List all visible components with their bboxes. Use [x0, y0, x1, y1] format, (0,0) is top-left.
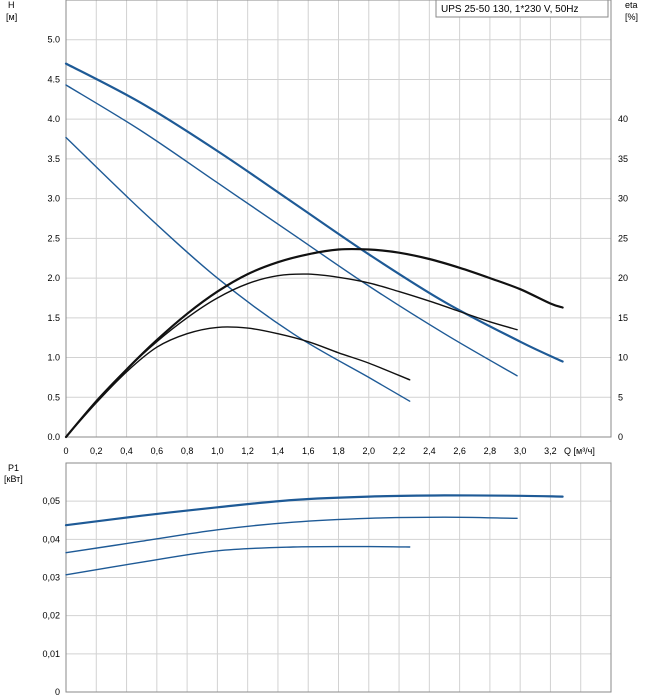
y2-axis-symbol: eta: [625, 0, 638, 10]
y2-tick-label: 20: [618, 273, 628, 283]
x-tick-label: 0,6: [151, 446, 164, 456]
y-tick-label: 0.0: [47, 432, 60, 442]
eta-speed-3-line: [64, 247, 564, 439]
eta-speed-1-line: [65, 326, 411, 438]
x-tick-label: 2,4: [423, 446, 436, 456]
bottom-series-group: [64, 494, 564, 576]
y2-tick-label: 15: [618, 313, 628, 323]
p1-tick-label: 0,02: [42, 611, 60, 621]
p1-axis-unit: [кВт]: [4, 474, 23, 484]
bottom-chart-grid: [66, 463, 611, 692]
y-tick-label: 2.0: [47, 273, 60, 283]
y-tick-label: 4.0: [47, 114, 60, 124]
y2-tick-label: 25: [618, 233, 628, 243]
p1-speed-2-line: [65, 516, 518, 554]
p1-axis-symbol: P1: [8, 463, 19, 473]
y-tick-label: 3.0: [47, 194, 60, 204]
y-axis-symbol: H: [8, 0, 15, 10]
x-tick-label: 0,2: [90, 446, 103, 456]
chart-title: UPS 25-50 130, 1*230 V, 50Hz: [441, 4, 579, 15]
x-tick-label: 0: [63, 446, 68, 456]
title-box: [435, 0, 609, 18]
y2-tick-label: 40: [618, 114, 628, 124]
y-tick-label: 0.5: [47, 392, 60, 402]
p1-tick-label: 0,03: [42, 573, 60, 583]
top-x-ticks: 0 0,2 0,4 0,6 0,8 1,0 1,2 1,4 1,6 1,8 2,0 2,2 2,4 2,6…: [63, 446, 556, 456]
p1-speed-1-line: [65, 545, 411, 576]
top-y2-ticks: 0 5 10 15 20 25 30 35 40: [618, 114, 628, 442]
eta-speed-2-line: [65, 273, 518, 438]
p1-tick-label: 0,05: [42, 496, 60, 506]
x-tick-label: 0,8: [181, 446, 194, 456]
p1-tick-label: 0,04: [42, 534, 60, 544]
y2-tick-label: 10: [618, 353, 628, 363]
x-tick-label: 0,4: [120, 446, 133, 456]
y2-tick-label: 35: [618, 154, 628, 164]
x-tick-label: 2,0: [363, 446, 376, 456]
y2-tick-label: 5: [618, 392, 623, 402]
y2-tick-label: 0: [618, 432, 623, 442]
y-tick-label: 1.0: [47, 353, 60, 363]
x-tick-label: 2,8: [484, 446, 497, 456]
top-y-ticks: 0.0 0.5 1.0 1.5 2.0 2.5 3.0 3.5 4.0 4.5 5.0: [47, 35, 60, 442]
bottom-y-ticks: 0 0,01 0,02 0,03 0,04 0,05: [42, 496, 60, 697]
x-tick-label: 3,2: [544, 446, 557, 456]
y-tick-label: 4.5: [47, 74, 60, 84]
y-axis-unit: [м]: [6, 12, 17, 22]
y2-tick-label: 30: [618, 194, 628, 204]
x-tick-label: 1,8: [332, 446, 345, 456]
y-tick-label: 3.5: [47, 154, 60, 164]
top-series-group: [64, 62, 564, 439]
h-speed-1-line: [65, 136, 411, 402]
bottom-chart-frame: [65, 462, 612, 693]
x-tick-label: 1,4: [272, 446, 285, 456]
p1-tick-label: 0,01: [42, 649, 60, 659]
p1-speed-3-line: [64, 494, 564, 527]
top-chart-grid: [66, 0, 611, 437]
x-tick-label: 1,6: [302, 446, 315, 456]
x-axis-label: Q [м³/ч]: [564, 446, 595, 456]
y2-axis-unit: [%]: [625, 12, 638, 22]
x-tick-label: 3,0: [514, 446, 527, 456]
h-speed-3-line: [64, 62, 564, 363]
y-tick-label: 2.5: [47, 233, 60, 243]
y-tick-label: 5.0: [47, 35, 60, 45]
x-tick-label: 2,2: [393, 446, 406, 456]
y-tick-label: 1.5: [47, 313, 60, 323]
x-tick-label: 1,0: [211, 446, 224, 456]
h-speed-2-line: [65, 84, 518, 377]
top-chart-frame: [65, 0, 612, 438]
p1-tick-label: 0: [55, 687, 60, 697]
x-tick-label: 1,2: [241, 446, 254, 456]
x-tick-label: 2,6: [453, 446, 466, 456]
